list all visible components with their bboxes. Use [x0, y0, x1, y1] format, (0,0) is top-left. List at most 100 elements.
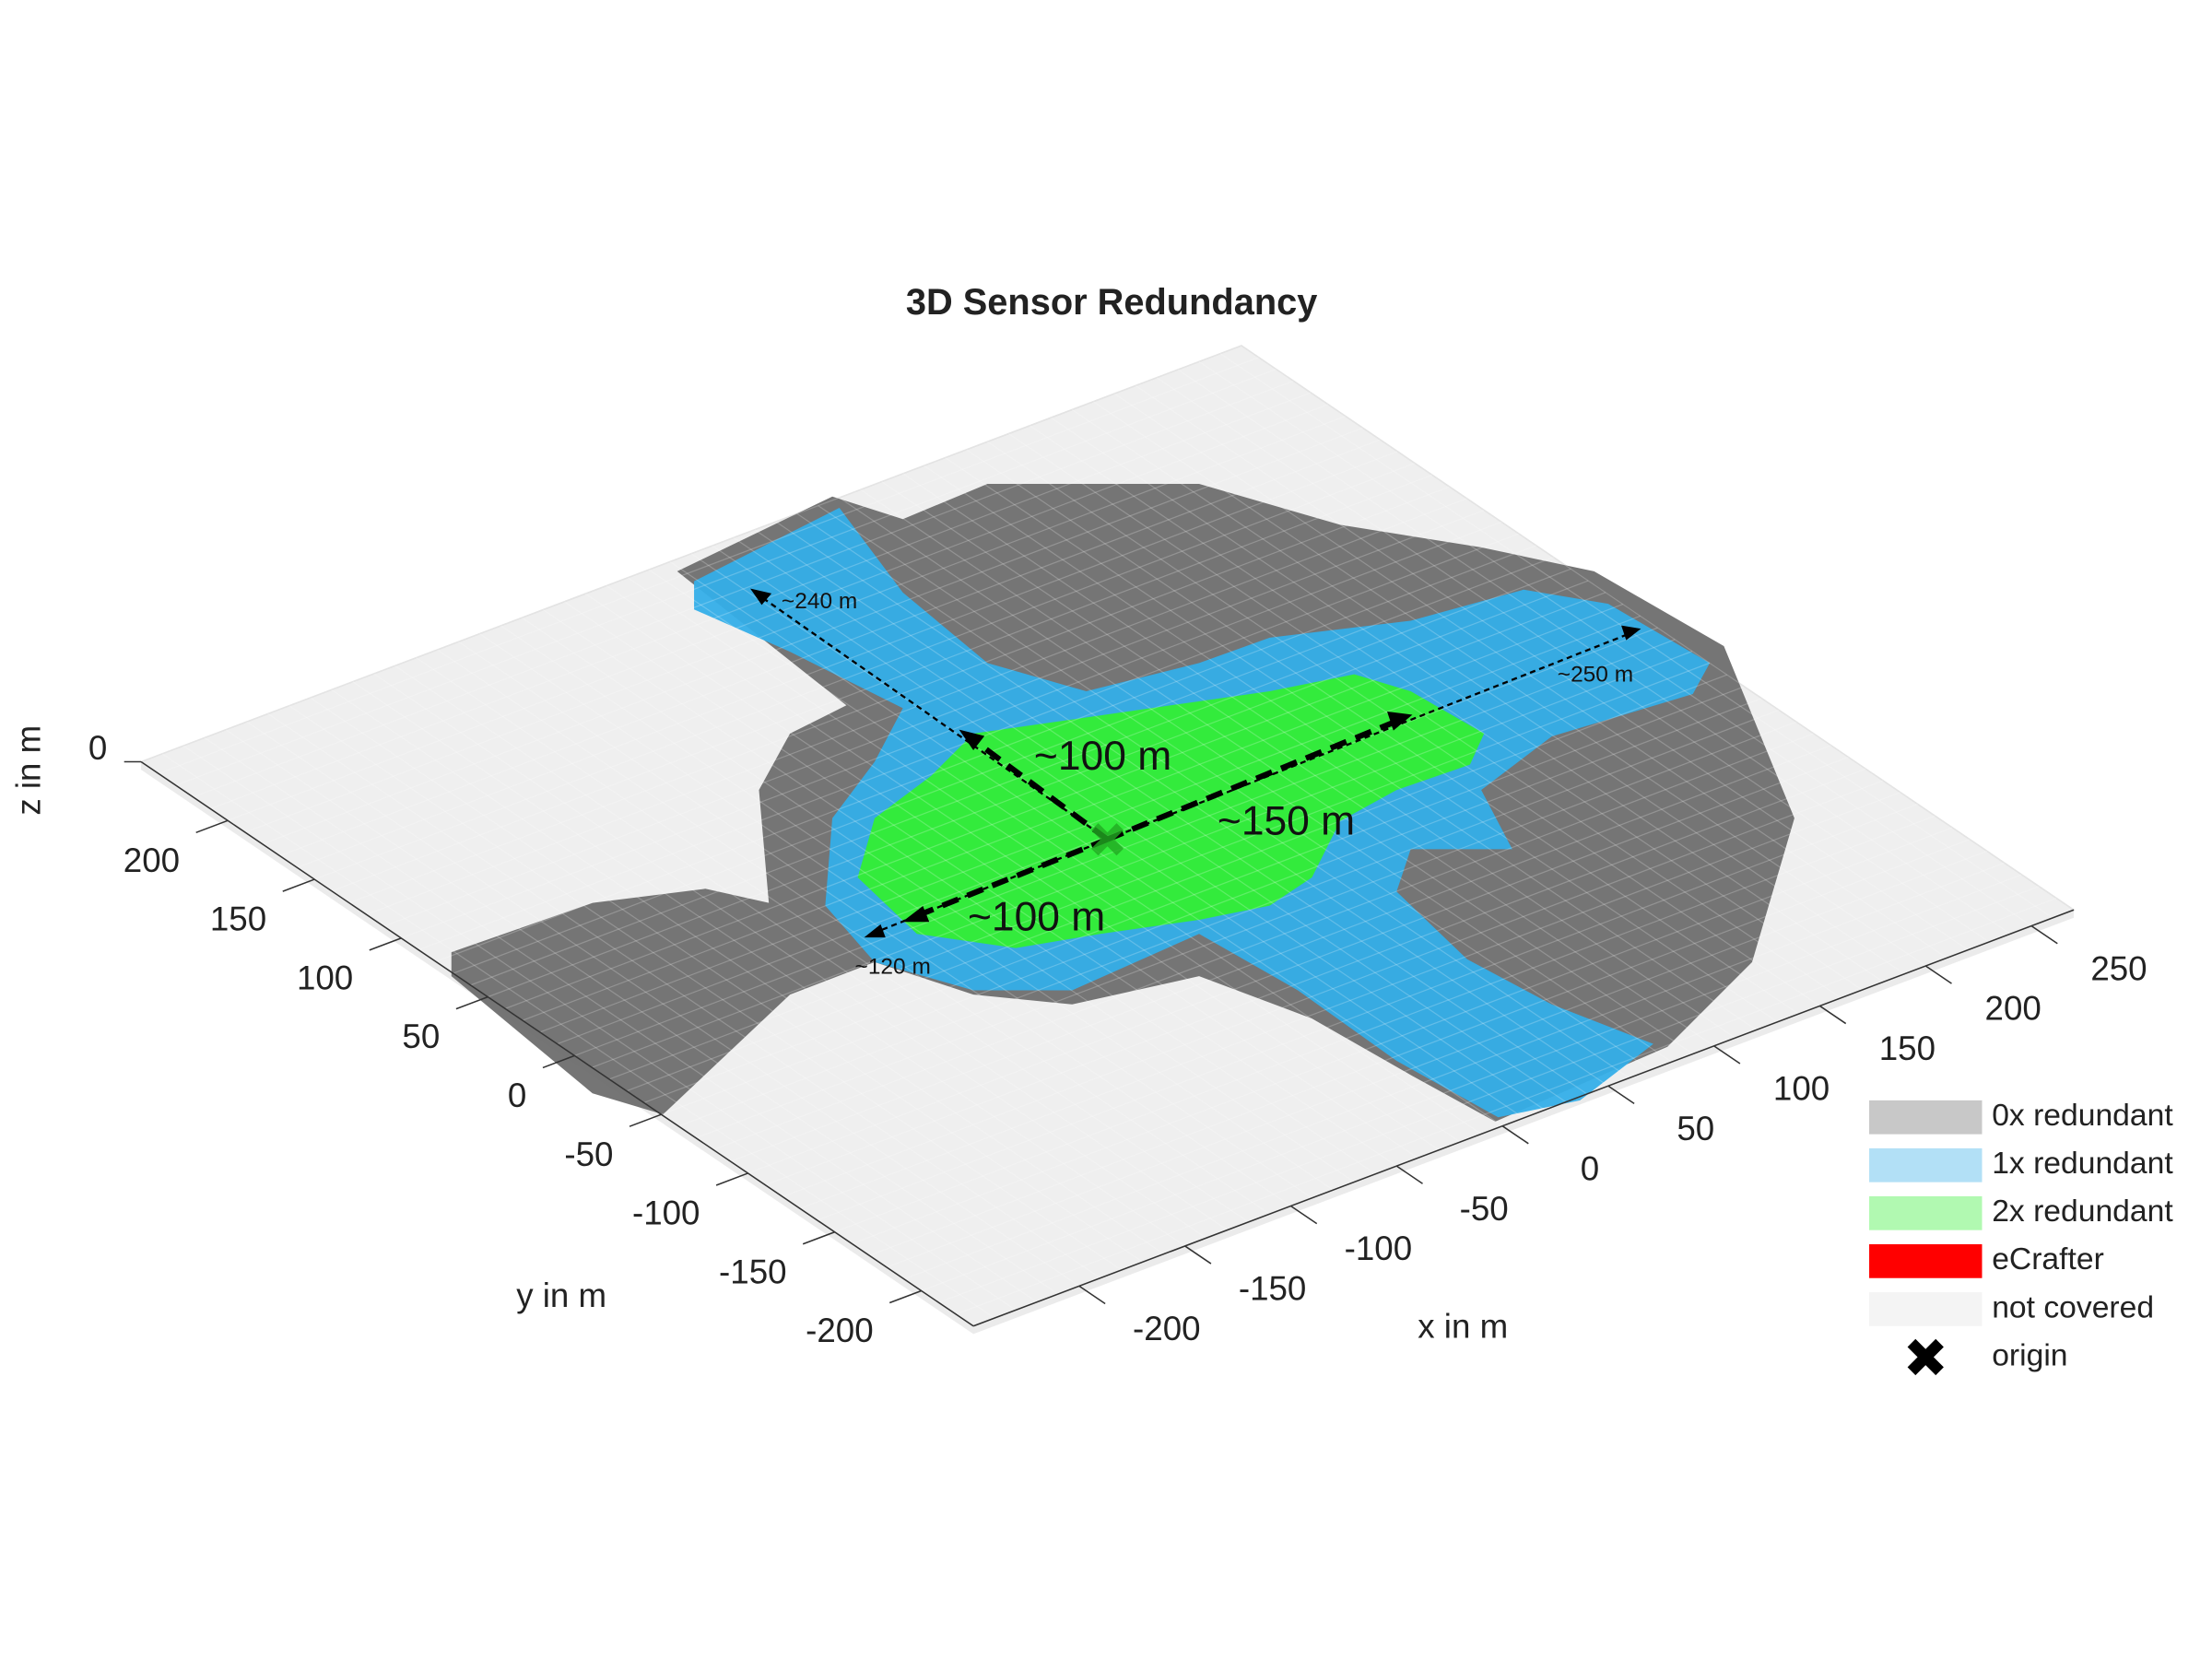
voxel-line: [606, 584, 1440, 1151]
voxel-line: [1092, 401, 1926, 967]
voxel-line: [331, 474, 1433, 892]
voxel-line: [297, 451, 1398, 868]
voxel-line: [394, 665, 1228, 1231]
x-tick: [1819, 1005, 1847, 1025]
y-tick: [369, 937, 402, 951]
voxel-line: [817, 803, 1918, 1221]
voxel-line: [1177, 369, 2011, 935]
voxel-line: [244, 415, 1347, 833]
y-tick-label: -100: [632, 1194, 700, 1232]
voxel-line: [193, 380, 1294, 798]
voxel-line: [648, 569, 1482, 1135]
voxel-line: [956, 897, 2057, 1315]
voxel-line: [542, 609, 1376, 1175]
x-tick-label: 0: [1581, 1149, 1599, 1187]
y-tick-label: -200: [806, 1312, 874, 1349]
voxel-line: [310, 697, 1144, 1263]
x-tick: [1607, 1085, 1635, 1105]
legend-label: not covered: [1992, 1290, 2154, 1324]
voxel-line: [470, 568, 1571, 986]
voxel-line: [288, 705, 1123, 1271]
y-tick-label: 50: [402, 1018, 440, 1055]
annotation: ~240 m: [782, 589, 857, 614]
voxel-line: [903, 862, 2005, 1280]
y-tick: [888, 1289, 922, 1304]
x-tick-label: -150: [1239, 1270, 1307, 1308]
voxel-line: [712, 545, 1546, 1111]
y-tick-label: 0: [508, 1077, 526, 1114]
voxel-line: [765, 768, 1866, 1186]
chart-title: 3D Sensor Redundancy: [906, 282, 1318, 323]
annotation-arrows: [750, 588, 1641, 938]
voxel-line: [852, 827, 1953, 1245]
x-tick: [1501, 1125, 1529, 1145]
voxel-line: [584, 593, 1418, 1159]
voxel-line: [574, 639, 1676, 1056]
voxel-line: [591, 651, 1693, 1068]
voxel-line: [161, 753, 995, 1319]
origin-marker: [1090, 823, 1124, 856]
voxel-line: [747, 756, 1849, 1174]
arrow-head: [959, 729, 985, 751]
voxel-line: [886, 850, 1988, 1268]
legend-swatch: [1869, 1147, 1983, 1182]
annotation: ~100 m: [968, 895, 1105, 940]
voxel-line: [313, 462, 1416, 880]
x-tick-label: -50: [1460, 1190, 1509, 1228]
x-tick-label: -200: [1133, 1310, 1201, 1347]
annotation: ~120 m: [855, 954, 931, 979]
legend: 0x redundant 1x redundant 2x redundant eCra…: [1869, 1099, 2173, 1376]
voxel-line: [1198, 360, 2032, 927]
x-axis: [972, 909, 2075, 1327]
voxel-line: [437, 649, 1270, 1215]
voxel-line: [158, 357, 1259, 774]
arrow-head: [1387, 712, 1413, 731]
voxel-line: [608, 662, 1711, 1080]
x-tick: [1713, 1045, 1741, 1065]
voxel-line: [966, 449, 1799, 1015]
voxel-line: [458, 641, 1291, 1207]
y-tick: [542, 1054, 575, 1069]
voxel-line: [539, 615, 1641, 1033]
voxel-line: [945, 457, 1778, 1023]
x-axis-label: x in m: [1418, 1308, 1508, 1346]
legend-swatch: [1869, 1195, 1983, 1230]
arrow: [969, 735, 1110, 842]
arrow: [758, 594, 1109, 841]
voxel-line: [921, 874, 2022, 1292]
voxel-line: [279, 439, 1381, 857]
y-tick: [715, 1172, 748, 1186]
annotation: ~150 m: [1218, 799, 1355, 844]
voxel-line: [331, 688, 1165, 1255]
voxel-line: [712, 733, 1814, 1151]
x-tick: [1924, 965, 1952, 984]
arrow-head: [901, 905, 930, 923]
z-axis-label: z in m: [9, 725, 47, 816]
voxel-line: [1241, 345, 2075, 911]
y-tick-label: 100: [297, 959, 353, 996]
axes: -200-150-100-50050100150200-200-150-100-…: [88, 729, 2147, 1349]
y-tick-label: 150: [210, 900, 266, 938]
voxel-line: [225, 729, 1059, 1295]
voxel-line: [1219, 353, 2053, 919]
voxel-line: [204, 736, 1038, 1303]
legend-swatch: [1869, 1243, 1983, 1278]
x-tick: [1290, 1205, 1318, 1225]
x-tick: [1184, 1245, 1212, 1265]
voxel-line: [834, 815, 1936, 1233]
voxel-line: [1071, 408, 1905, 975]
voxel-line: [987, 441, 1820, 1006]
y-tick: [282, 878, 315, 892]
legend-swatch: [1869, 1100, 1983, 1135]
voxel-line: [626, 674, 1727, 1092]
voxel-line: [669, 560, 1503, 1127]
voxel-line: [479, 633, 1312, 1199]
voxel-line: [869, 839, 1971, 1256]
voxel-line: [348, 486, 1450, 904]
voxel-line: [352, 681, 1186, 1247]
voxel-line: [661, 698, 1762, 1115]
arrow: [912, 836, 1109, 920]
x-tick-label: 200: [1985, 990, 2041, 1028]
